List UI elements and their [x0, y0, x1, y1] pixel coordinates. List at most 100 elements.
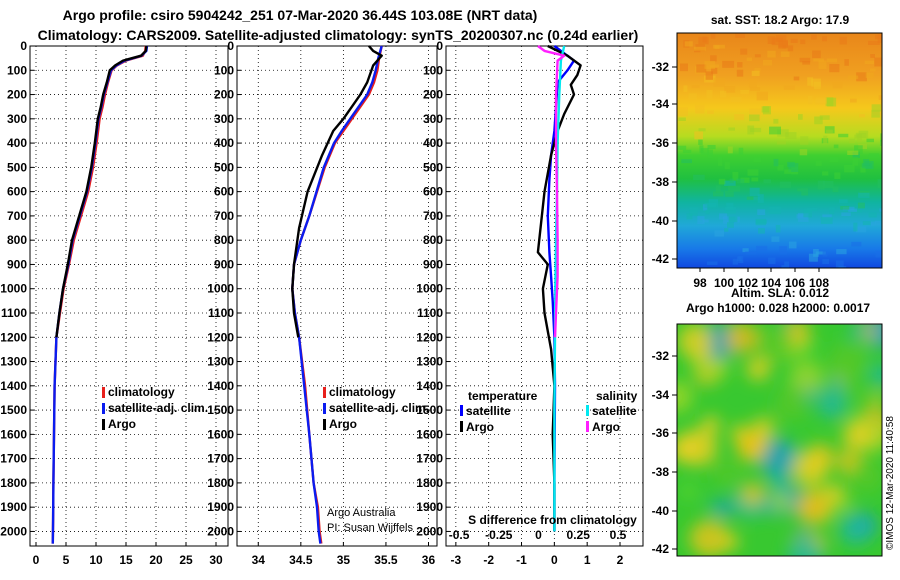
- y-tick-label: 1600: [207, 427, 234, 441]
- sla-map: Altim. SLA: 0.012 Argo h1000: 0.028 h200…: [652, 286, 883, 557]
- y-tick-label: -42: [652, 252, 670, 266]
- sst-texture-cell: [866, 138, 874, 143]
- y-tick-label: 400: [423, 136, 443, 150]
- sst-texture-cell: [724, 86, 736, 93]
- sst-texture-cell: [784, 169, 792, 174]
- y-tick-label: 1800: [0, 476, 27, 490]
- x-tick-label: 5: [63, 553, 70, 567]
- y-tick-label: 1500: [0, 403, 27, 417]
- sst-map: sat. SST: 18.2 Argo: 17.9 -32 -34 -36 -38 -4…: [652, 13, 883, 290]
- sla-map-axes: -32 -34 -36 -38 -40 -42: [652, 349, 677, 556]
- x-tick-label: 106: [785, 276, 805, 290]
- sst-texture-cell: [691, 85, 700, 89]
- sst-texture-cell: [844, 59, 849, 66]
- sst-texture-cell: [767, 50, 776, 58]
- sst-texture-cell: [705, 209, 710, 215]
- sst-texture-cell: [822, 259, 829, 264]
- y-tick-label: 1000: [207, 282, 234, 296]
- sst-texture-cell: [724, 180, 736, 186]
- sst-texture-cell: [875, 220, 881, 226]
- sla-texture-blob: [839, 497, 853, 511]
- sla-texture-blob: [715, 463, 739, 487]
- sst-texture-cell: [780, 51, 790, 57]
- y-tick-label: 1200: [207, 330, 234, 344]
- sst-texture-cell: [836, 249, 847, 255]
- sst-texture-cell: [856, 72, 867, 82]
- x-axis-label: S difference from climatology: [468, 513, 637, 527]
- sst-texture-cell: [698, 139, 703, 145]
- sst-texture-cell: [727, 146, 733, 154]
- legend-swatch: [323, 419, 326, 430]
- y-tick-label: 200: [214, 88, 234, 102]
- sst-texture-cell: [779, 246, 787, 255]
- sst-texture-cell: [695, 104, 705, 114]
- sst-texture-cell: [813, 58, 824, 62]
- legend-label: satellite: [466, 404, 511, 418]
- sst-texture-cell: [857, 202, 865, 209]
- sst-texture-cell: [811, 34, 817, 40]
- sst-texture-cell: [737, 62, 743, 68]
- sst-texture-cell: [848, 75, 859, 79]
- sst-texture-cell: [802, 61, 811, 65]
- sst-texture-cell: [725, 190, 734, 197]
- sst-texture-cell: [681, 159, 692, 164]
- sst-map-title: sat. SST: 18.2 Argo: 17.9: [711, 13, 850, 27]
- sla-texture-blob: [850, 459, 882, 493]
- sst-texture-cell: [819, 115, 830, 120]
- legend-swatch: [102, 403, 105, 414]
- sla-texture-blob: [677, 324, 714, 359]
- x-tick-label: 36: [422, 553, 436, 567]
- sst-texture-cell: [781, 265, 790, 268]
- sst-texture-cell: [838, 133, 849, 138]
- sst-texture-cell: [799, 149, 808, 156]
- sst-texture-cell: [835, 260, 844, 268]
- sst-texture-cell: [736, 178, 745, 184]
- sst-texture-cell: [847, 150, 859, 155]
- sst-texture-cell: [860, 166, 866, 173]
- sst-texture-cell: [829, 156, 839, 163]
- sst-texture-cell: [880, 140, 882, 146]
- y-tick-label: 1600: [416, 427, 443, 441]
- sst-texture-cell: [834, 172, 841, 179]
- sst-texture-cell: [755, 219, 767, 224]
- top-scale-tick-label: 0.5: [610, 528, 627, 542]
- sst-texture-cell: [754, 67, 761, 73]
- sst-texture-cell: [822, 171, 829, 176]
- sst-texture-cell: [790, 38, 798, 43]
- sst-texture-cell: [854, 145, 863, 154]
- sst-texture-cell: [800, 39, 806, 45]
- sst-texture-cell: [711, 67, 718, 74]
- sst-texture-cell: [696, 64, 707, 73]
- y-tick-label: 2000: [416, 524, 443, 538]
- sla-texture-blob: [816, 389, 847, 419]
- sst-texture-cell: [855, 226, 867, 233]
- sst-texture-cell: [724, 161, 730, 170]
- sst-texture-cell: [768, 257, 776, 264]
- x-tick-label: 1: [584, 553, 591, 567]
- sst-texture-cell: [677, 107, 688, 117]
- sla-texture-blob: [679, 428, 718, 467]
- sst-texture-cell: [868, 40, 880, 45]
- x-tick-label: 35.5: [374, 553, 398, 567]
- sst-map-axes: -32 -34 -36 -38 -40 -42 98 100 102 104 106 108: [652, 60, 830, 290]
- sst-texture-cell: [787, 45, 794, 52]
- sst-texture-cell: [688, 93, 697, 100]
- y-tick-label: 1900: [207, 500, 234, 514]
- legend-swatch: [102, 387, 105, 398]
- y-tick-label: 1500: [416, 403, 443, 417]
- sst-texture-cell: [818, 60, 827, 70]
- sst-texture-cell: [839, 36, 847, 45]
- sst-texture-cell: [757, 209, 766, 216]
- y-tick-label: 1400: [0, 379, 27, 393]
- panel-frame: [445, 45, 644, 547]
- sst-texture-cell: [742, 248, 749, 253]
- sst-texture-cell: [707, 145, 716, 150]
- sst-texture-cell: [868, 153, 879, 159]
- sla-map-title-1: Altim. SLA: 0.012: [731, 286, 829, 300]
- y-tick-label: 800: [7, 233, 27, 247]
- y-tick-label: 2000: [0, 524, 27, 538]
- x-tick-label: -3: [451, 553, 462, 567]
- x-tick-label: 104: [761, 276, 781, 290]
- sst-texture-cell: [875, 250, 882, 258]
- sla-texture-blob: [769, 470, 789, 490]
